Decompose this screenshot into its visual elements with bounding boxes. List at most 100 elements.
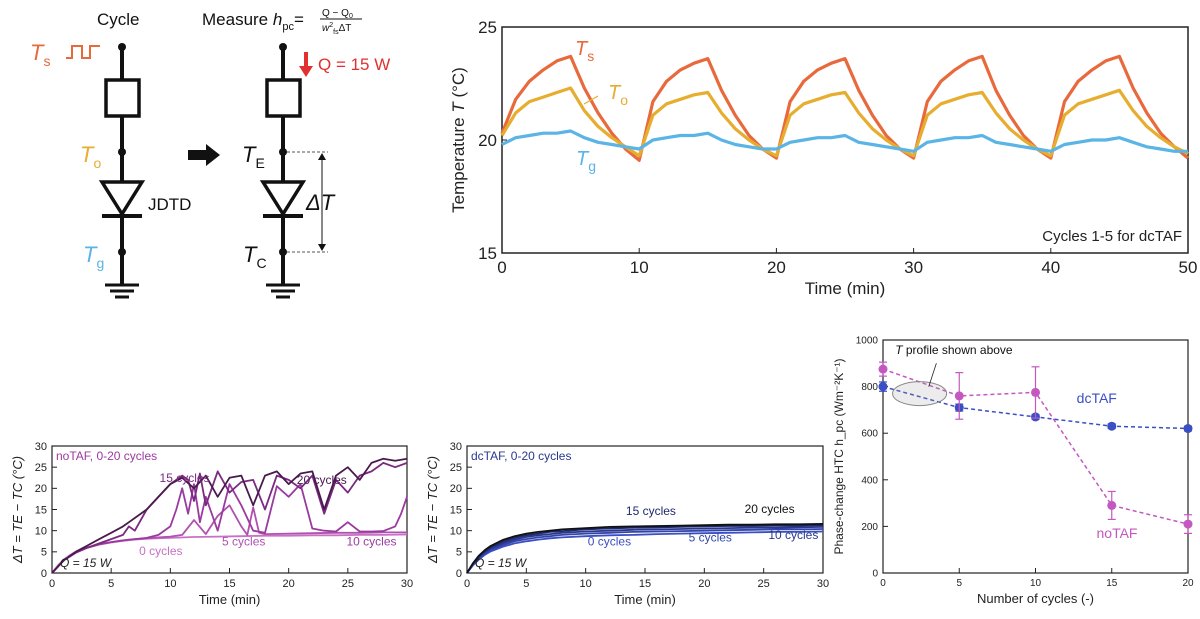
chart-title: dcTAF, 0-20 cycles [471,449,571,463]
series-line-20-cycles [466,523,824,574]
series-label-ts: Ts [575,38,594,64]
ground-icon [105,283,139,299]
series-line-10-cycles [51,483,408,574]
y-axis-label: ΔT = TE − TC (°C) [10,456,25,564]
series-label: 20 cycles [297,473,347,487]
delta-t-label: ΔT [305,190,336,215]
x-tick-label: 10 [1030,578,1042,589]
tc-label: TC [243,242,267,271]
arrow-up-icon [318,153,326,160]
arrow-down-icon [318,244,326,251]
y-tick-label: 15 [478,244,497,263]
y-tick-label: 600 [861,429,878,440]
x-tick-label: 20 [1182,578,1194,589]
series-line-15-cycles [51,462,408,574]
series-label: 0 cycles [139,544,182,558]
square-wave-icon [66,45,100,59]
y-tick-label: 15 [450,504,462,516]
ts-label: Ts [30,40,50,69]
x-tick-label: 20 [767,258,786,277]
x-tick-label: 5 [523,578,529,590]
diode-icon [98,180,146,218]
x-axis-label: Time (min) [199,592,261,607]
y-tick-label: 10 [450,526,462,538]
to-label: To [80,142,101,171]
data-point [1031,387,1040,397]
chart-note: Q = 15 W [60,556,113,570]
data-point [1107,421,1117,431]
y-tick-label: 20 [450,483,462,495]
x-tick-label: 50 [1179,258,1198,277]
x-tick-label: 10 [164,578,176,590]
data-point [878,382,888,392]
y-tick-label: 10 [35,526,47,538]
chart-annotation: Cycles 1-5 for dcTAF [1042,228,1182,245]
cycle-title: Cycle [97,10,140,29]
ground-icon [266,283,300,299]
series-label: 15 cycles [626,504,676,518]
y-tick-label: 400 [861,475,878,486]
tg-label: Tg [83,242,104,271]
y-tick-label: 1000 [856,336,879,347]
dctaf-chart: 0 5 10 15 20 25 30 0 5 10 15 20 25 30 Time (min) ΔT = T… [425,441,829,607]
data-point [1183,519,1193,529]
y-tick-label: 25 [35,462,47,474]
series-label-tg: Tg [576,148,596,174]
x-tick-label: 30 [401,578,413,590]
label-leader [583,95,599,105]
x-tick-label: 5 [108,578,114,590]
series-line-20-cycles [51,457,408,574]
measure-title: Measure hpc= [202,10,304,33]
x-tick-label: 15 [1106,578,1118,589]
notaf-chart: 0 5 10 15 20 25 30 0 5 10 15 20 25 30 Time (min) ΔT = T… [10,441,413,607]
te-label: TE [242,142,265,171]
y-tick-label: 30 [450,441,462,453]
series-label-to: To [608,82,628,108]
y-tick-label: 5 [41,547,47,559]
chart-annotation: T profile shown above [895,343,1013,357]
series-label: 0 cycles [588,534,631,548]
x-axis-label: Number of cycles (-) [977,591,1094,606]
node [279,248,287,256]
x-tick-label: 10 [630,258,649,277]
y-tick-label: 800 [861,382,878,393]
series-label: 10 cycles [346,534,396,548]
heat-input-label: Q = 15 W [318,55,390,74]
node [279,43,287,51]
x-tick-label: 0 [464,578,470,590]
y-axis-label: ΔT = TE − TC (°C) [425,456,440,564]
resistor-icon [265,78,302,118]
arrow-down-icon [299,66,313,77]
y-tick-label: 25 [450,462,462,474]
x-tick-label: 5 [956,578,962,589]
series-line-ts [500,54,1190,162]
series-label: 5 cycles [222,534,265,548]
formula-denominator: w2fsΔT [322,22,351,36]
series-line-to [500,86,1189,158]
jdtd-label: JDTD [148,195,191,214]
series-label: 15 cycles [160,471,210,485]
x-tick-label: 25 [758,578,770,590]
node [279,148,287,156]
x-tick-label: 0 [880,578,886,589]
y-tick-label: 0 [456,568,462,580]
series-label: 20 cycles [745,502,795,516]
x-tick-label: 40 [1041,258,1060,277]
series-line-5-cycles [466,528,824,574]
chart-title: noTAF, 0-20 cycles [56,449,157,463]
series-line-0-cycles [466,530,824,574]
plot-frame [466,445,824,574]
x-tick-label: 0 [49,578,55,590]
node [118,43,126,51]
highlight-ellipse [892,381,948,407]
schematic: Cycle Ts To JDTD Tg Measure hpc= Q − Q0 … [30,8,390,299]
y-tick-label: 5 [456,547,462,559]
node [118,148,126,156]
data-point [954,391,964,401]
y-tick-label: 20 [478,131,497,150]
y-axis-label: Temperature T (°C) [449,67,468,213]
x-tick-label: 30 [817,578,829,590]
data-point [1183,424,1193,434]
